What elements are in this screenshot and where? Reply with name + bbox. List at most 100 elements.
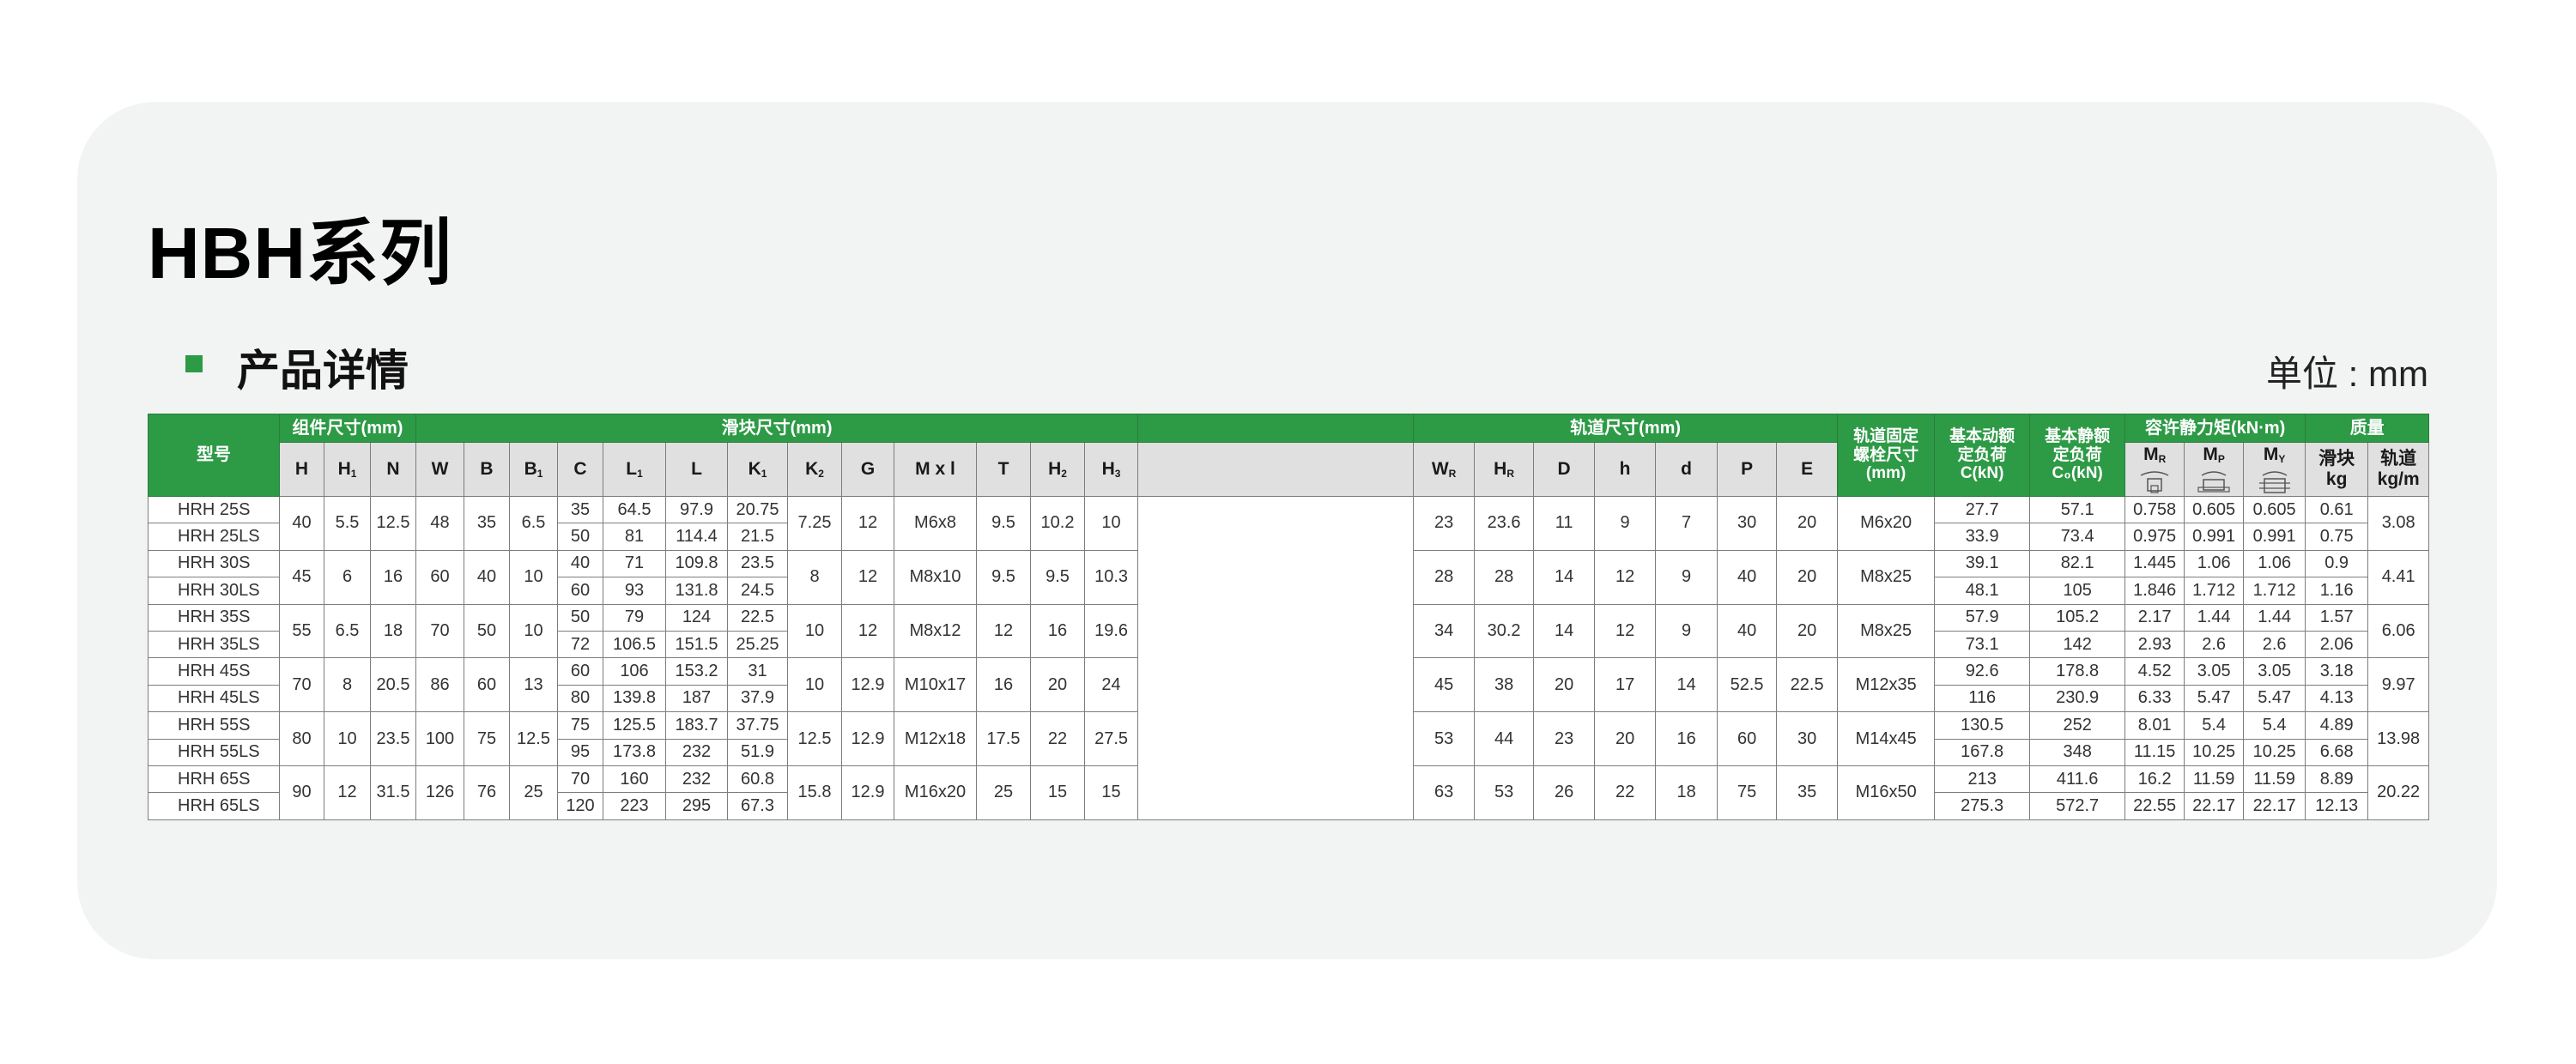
column-header-C: C — [557, 442, 603, 497]
cell-g: 12.9 — [841, 711, 894, 766]
cell-c0: 105.2 — [2029, 603, 2126, 632]
cell-c0: 348 — [2029, 738, 2126, 766]
column-header-h: h — [1594, 442, 1657, 497]
cell-c: 50 — [557, 603, 603, 632]
cell-cd: 116 — [1934, 684, 2031, 713]
cell-g: 12.9 — [841, 765, 894, 820]
cell-k1: 20.75 — [727, 495, 788, 524]
cell-d: 11 — [1533, 496, 1596, 551]
cell-c: 60 — [557, 577, 603, 605]
cell-hr: 28 — [1474, 549, 1535, 605]
cell-c: 50 — [557, 523, 603, 551]
cell-kg: 4.13 — [2305, 684, 2369, 713]
cell-h2: 20 — [1030, 657, 1085, 713]
cell-d: 9 — [1655, 603, 1718, 659]
cell-mp: 1.712 — [2184, 577, 2245, 605]
spec-table: 型号 组件尺寸(mm) 滑块尺寸(mm) 轨道尺寸(mm) 轨道固定 螺栓尺寸 (mm) 基本… — [148, 414, 2430, 820]
cell-b: 35 — [464, 496, 510, 551]
column-header-G: G — [841, 442, 894, 497]
table-row: HRH 30LS 60 93 131.8 24.5 48.1 105 1.846 1.712 1.… — [148, 577, 2429, 605]
cell-l1: 93 — [603, 577, 666, 605]
cell-w: 126 — [415, 765, 464, 820]
cell-g: 12 — [841, 549, 894, 605]
cell-l: 232 — [665, 738, 728, 766]
cell-p: 30 — [1717, 496, 1778, 551]
cell-model: HRH 35S — [148, 603, 280, 632]
cell-ml: M8x10 — [894, 549, 977, 605]
column-header-K1: K1 — [727, 442, 788, 497]
cell-kg: 6.68 — [2305, 738, 2369, 766]
cell-cd: 73.1 — [1934, 630, 2031, 659]
cell-d: 14 — [1655, 657, 1718, 713]
cell-b1: 10 — [509, 603, 558, 659]
cell-l: 187 — [665, 684, 728, 713]
cell-l1: 160 — [603, 765, 666, 794]
cell-p: 52.5 — [1717, 657, 1778, 713]
section-marker — [185, 355, 203, 372]
cell-mr: 22.55 — [2124, 792, 2185, 820]
cell-model: HRH 35LS — [148, 630, 280, 659]
cell-w: 86 — [415, 657, 464, 713]
section-title: 产品详情 — [237, 347, 409, 395]
cell-c: 60 — [557, 657, 603, 686]
cell-l: 151.5 — [665, 630, 728, 659]
cell-mp: 11.59 — [2184, 765, 2245, 794]
table-row: HRH 25LS 50 81 114.4 21.5 33.9 73.4 0.975 0.991 0… — [148, 523, 2429, 551]
cell-h3: 24 — [1083, 657, 1139, 713]
cell-k2: 10 — [787, 603, 842, 659]
header-bolt-size: 轨道固定 螺栓尺寸 (mm) — [1837, 414, 1936, 497]
cell-e: 35 — [1776, 765, 1839, 820]
cell-w: 60 — [415, 549, 464, 605]
column-header-W: W — [415, 442, 464, 497]
cell-h2: 22 — [1030, 711, 1085, 766]
column-header-WR: WR — [1413, 442, 1476, 497]
cell-t: 25 — [976, 765, 1031, 820]
cell-h: 55 — [279, 603, 324, 659]
cell-b1: 13 — [509, 657, 558, 713]
cell-h3: 15 — [1083, 765, 1139, 820]
column-header-H3: H3 — [1083, 442, 1139, 497]
cell-ml: M10x17 — [894, 657, 977, 713]
cell-b: 76 — [464, 765, 510, 820]
cell-c: 35 — [557, 495, 603, 524]
cell-h: 80 — [279, 711, 324, 766]
cell-mp: 1.44 — [2184, 603, 2245, 632]
cell-g: 12.9 — [841, 657, 894, 713]
table-row: HRH 65LS 120 223 295 67.3 275.3 572.7 22.55 22.1… — [148, 792, 2429, 820]
cell-my: 11.59 — [2243, 765, 2306, 794]
cell-ml: M12x18 — [894, 711, 977, 766]
cell-b1: 10 — [509, 549, 558, 605]
cell-kg: 8.89 — [2305, 765, 2369, 794]
cell-b: 75 — [464, 711, 510, 766]
cell-mp: 22.17 — [2184, 792, 2245, 820]
cell-k2: 8 — [787, 549, 842, 605]
cell-model: HRH 45LS — [148, 684, 280, 713]
cell-mp: 0.605 — [2184, 495, 2245, 524]
cell-mp: 0.991 — [2184, 523, 2245, 551]
cell-my: 5.47 — [2243, 684, 2306, 713]
cell-k1: 23.5 — [727, 549, 788, 578]
cell-d: 20 — [1533, 657, 1596, 713]
cell-h: 17 — [1594, 657, 1657, 713]
cell-l: 114.4 — [665, 523, 728, 551]
cell-d: 18 — [1655, 765, 1718, 820]
cell-h1: 6.5 — [324, 603, 371, 659]
cell-l1: 139.8 — [603, 684, 666, 713]
cell-t: 9.5 — [976, 549, 1031, 605]
cell-mp: 2.6 — [2184, 630, 2245, 659]
cell-mp: 10.25 — [2184, 738, 2245, 766]
cell-c0: 230.9 — [2029, 684, 2126, 713]
cell-p: 75 — [1717, 765, 1778, 820]
cell-my: 0.991 — [2243, 523, 2306, 551]
column-header-rail-mass: 轨道 kg/m — [2367, 442, 2430, 497]
cell-h2: 9.5 — [1030, 549, 1085, 605]
block-pitch-icon — [2197, 471, 2230, 493]
table-row: HRH 65S 90 12 31.5 126 76 25 70 160 232 60.8 15.8 12… — [148, 765, 2430, 820]
cell-rail_kg: 4.41 — [2367, 549, 2430, 605]
cell-cd: 92.6 — [1934, 657, 2031, 686]
column-header-MP: MP — [2184, 442, 2245, 497]
cell-l1: 125.5 — [603, 711, 666, 740]
cell-c: 75 — [557, 711, 603, 740]
cell-h1: 5.5 — [324, 496, 371, 551]
cell-p: 40 — [1717, 603, 1778, 659]
